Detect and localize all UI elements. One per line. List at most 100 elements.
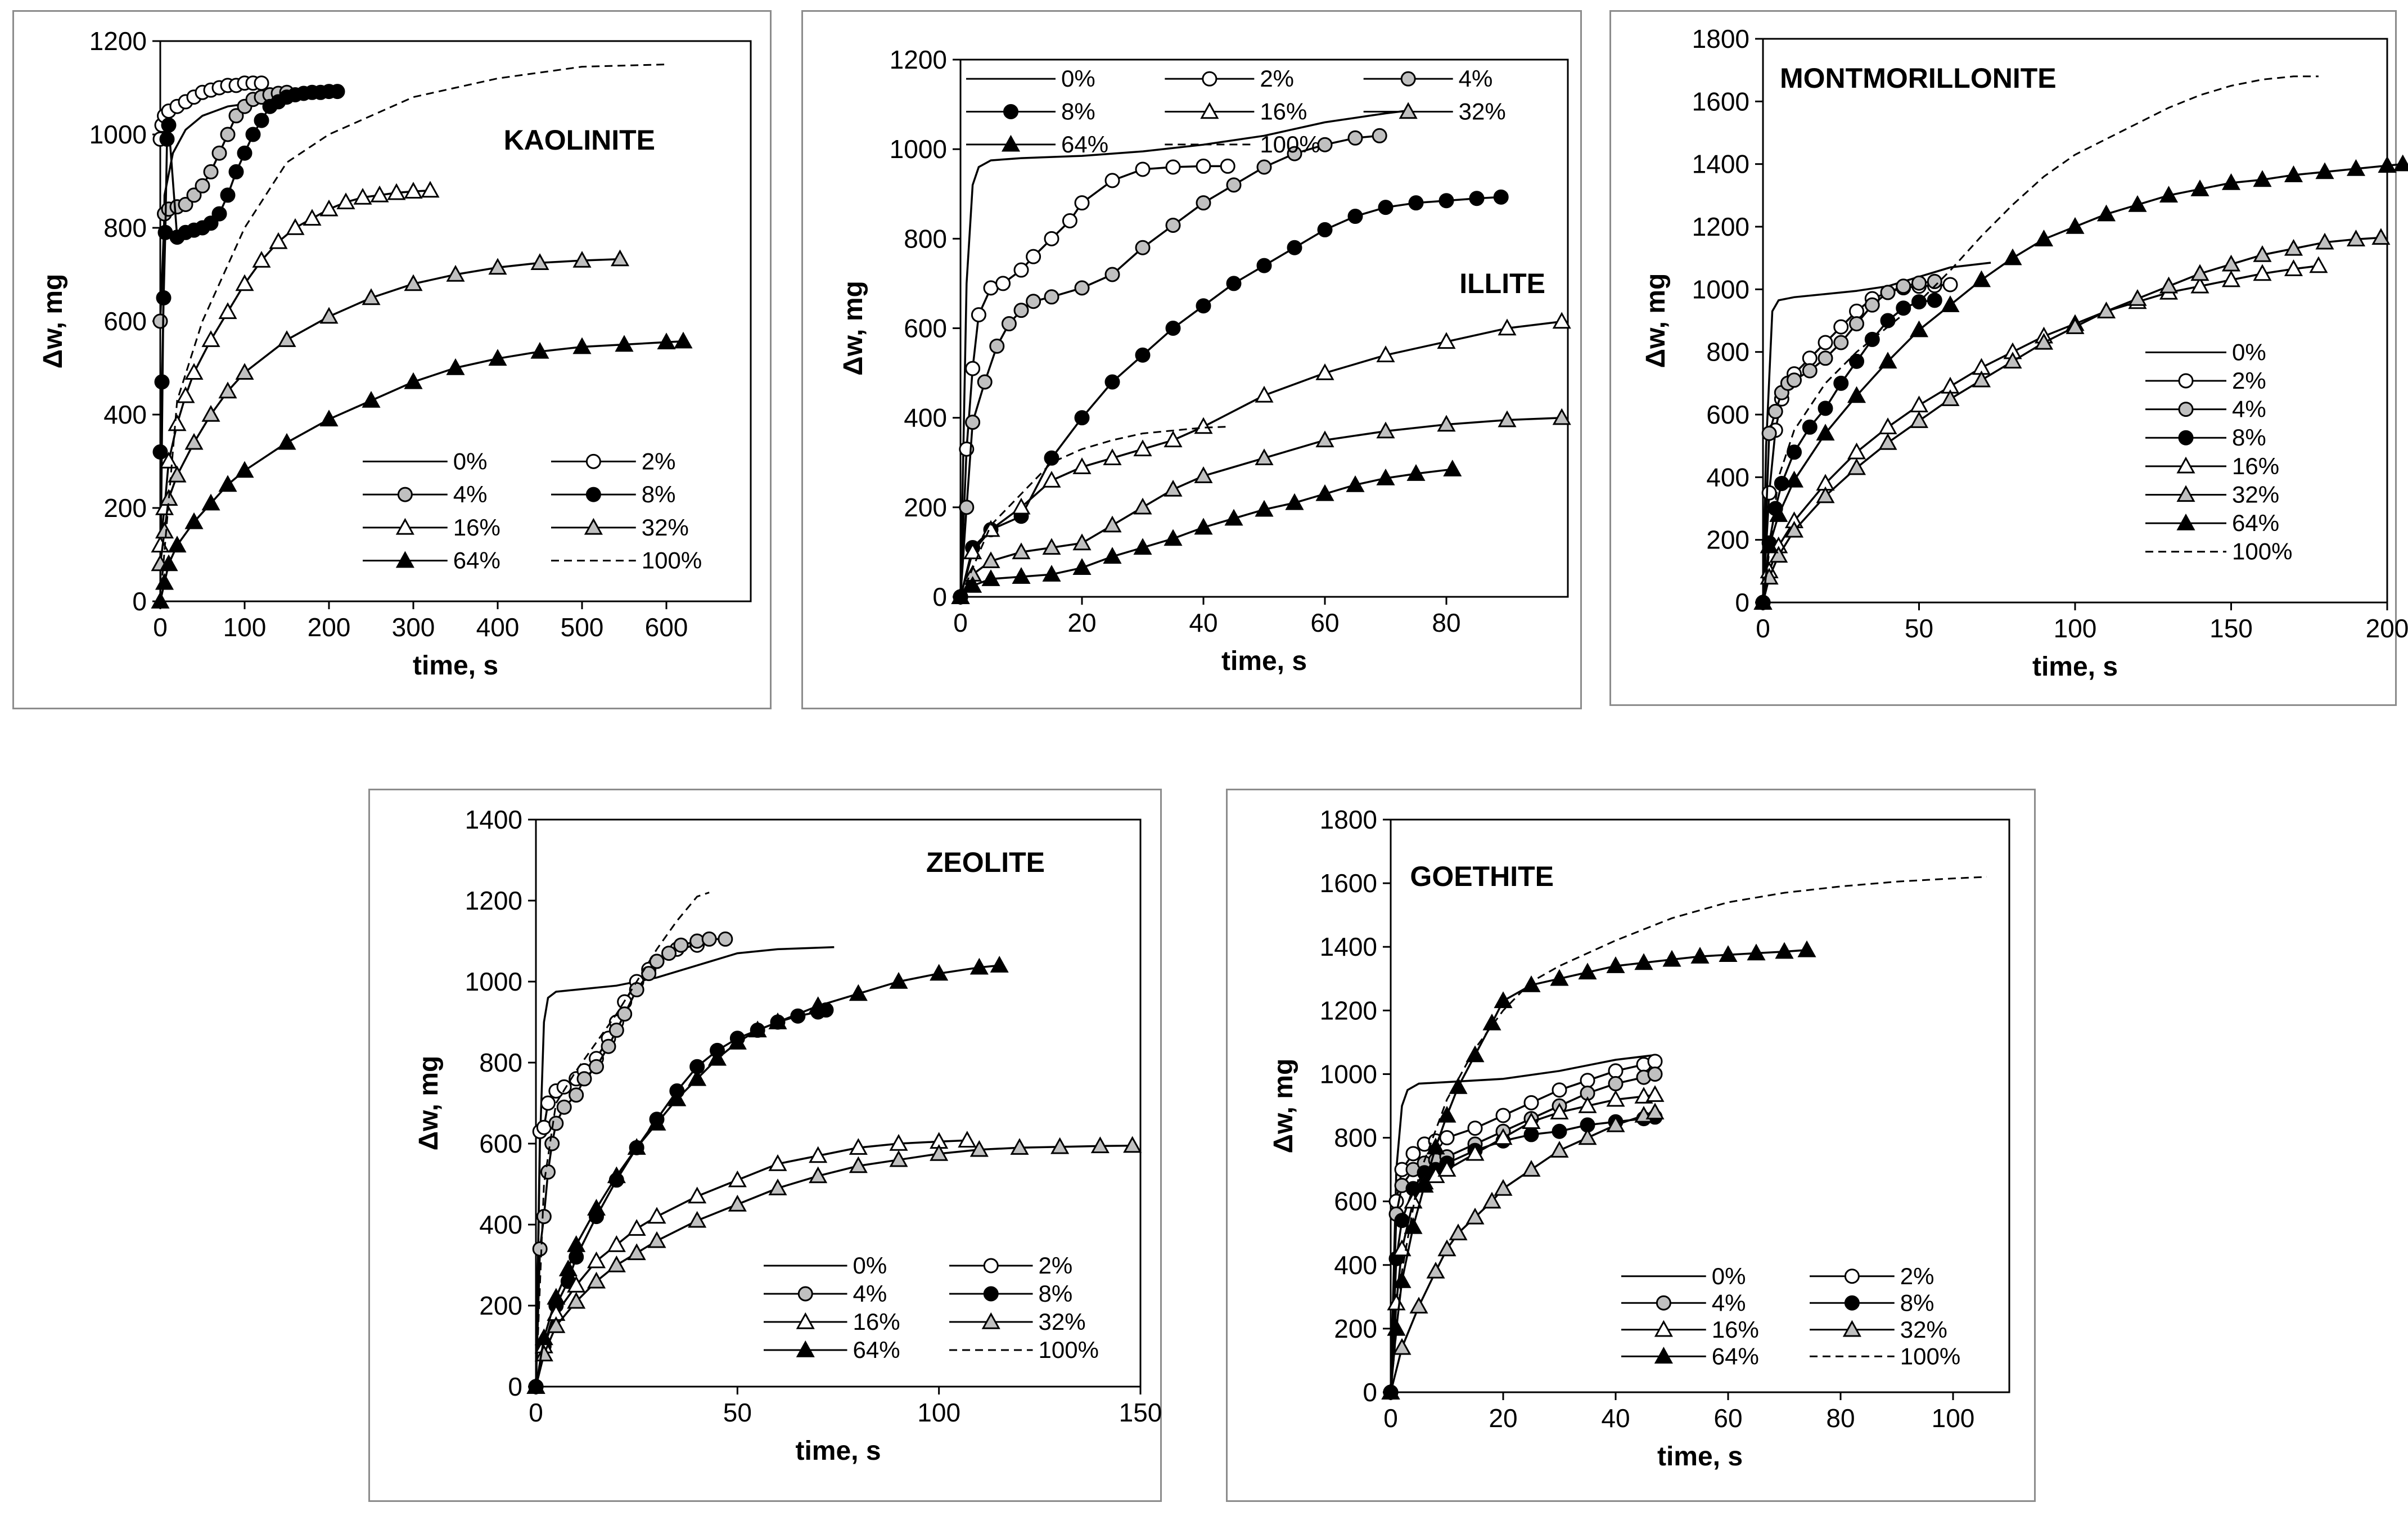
legend: 0%2%4%8%16%32%64%100%: [2145, 339, 2292, 565]
data-point: [254, 113, 269, 128]
data-point: [1196, 195, 1211, 211]
data-point: [235, 274, 254, 291]
y-tick-label: 800: [1706, 338, 1749, 367]
data-point: [1465, 1045, 1485, 1063]
data-point: [1090, 1136, 1110, 1154]
y-tick-label: 600: [103, 307, 147, 336]
data-point: [1426, 1137, 1445, 1155]
data-point: [1346, 475, 1365, 492]
data-point: [446, 264, 465, 282]
data-point: [1552, 1082, 1567, 1098]
legend-item-0pct: 0%: [966, 65, 1095, 92]
data-point: [2284, 239, 2303, 256]
data-point: [1802, 419, 1818, 435]
data-point: [1767, 403, 1783, 419]
chart-panel-montmorillonite: 0 200 400 600 800 1000 1200 1400 1600 1800 0 50 100 1…: [1609, 10, 2408, 706]
data-point: [1285, 493, 1304, 510]
data-point: [203, 164, 219, 179]
data-point: [2315, 162, 2334, 179]
data-point: [201, 330, 220, 347]
series-64pct: [951, 460, 1462, 604]
data-point: [1164, 430, 1183, 448]
x-axis-label: time, s: [1657, 1442, 1743, 1472]
data-point: [1787, 444, 1802, 460]
data-point: [184, 433, 204, 450]
series-8pct: [152, 84, 345, 460]
data-point: [969, 1140, 989, 1157]
series-line-4pct: [1762, 280, 1935, 603]
y-tick-label: 1000: [890, 134, 947, 164]
data-point: [319, 410, 339, 426]
data-point: [530, 341, 549, 359]
data-point: [254, 75, 269, 91]
data-point: [1372, 128, 1387, 143]
legend-label: 2%: [1260, 65, 1294, 92]
data-point: [1775, 942, 1794, 959]
chart-svg-goethite: 0 200 400 600 800 1000 1200 1400 1600 1800 0 20 40 60…: [1269, 805, 2010, 1472]
legend-item-2pct: 2%: [2145, 367, 2266, 394]
data-point: [1578, 1128, 1597, 1145]
data-point: [1012, 497, 1031, 515]
legend-item-4pct: 4%: [2145, 396, 2266, 422]
legend-item-16pct: 16%: [363, 514, 500, 541]
data-point: [2221, 254, 2241, 272]
series-line-16pct: [959, 320, 1562, 597]
data-point: [277, 433, 296, 450]
legend-swatch-marker: [1400, 71, 1416, 87]
legend-swatch-marker: [2178, 430, 2194, 446]
legend-swatch-marker: [1001, 134, 1021, 152]
data-point: [155, 573, 174, 590]
data-point: [1378, 200, 1394, 215]
chart-panel-goethite: 0 200 400 600 800 1000 1200 1400 1600 1800 0 20 40 60…: [1226, 789, 2036, 1502]
data-point: [421, 181, 440, 198]
data-point: [1634, 953, 1653, 970]
legend-label: 64%: [853, 1337, 900, 1363]
legend-swatch-marker: [2178, 402, 2194, 417]
data-point: [544, 1136, 560, 1151]
legend-label: 32%: [1900, 1316, 1947, 1343]
legend-label: 16%: [1260, 98, 1307, 125]
legend-swatch-marker: [1399, 102, 1418, 119]
data-point: [156, 290, 172, 305]
data-point: [1406, 464, 1426, 481]
x-tick-label: 50: [723, 1398, 752, 1427]
data-point: [277, 330, 296, 347]
data-point: [404, 182, 423, 199]
data-point: [963, 542, 982, 560]
legend-item-64pct: 64%: [363, 547, 500, 574]
series-0pct: [1390, 1054, 1656, 1393]
data-point: [1578, 962, 1597, 980]
series-64pct: [151, 331, 693, 609]
legend-swatch-marker: [2178, 373, 2194, 389]
data-point: [319, 199, 339, 217]
data-point: [330, 84, 345, 100]
data-point: [981, 569, 1000, 586]
series-2pct: [152, 75, 269, 147]
legend-swatch-marker: [397, 487, 413, 502]
legend-item-16pct: 16%: [764, 1308, 900, 1335]
data-point: [627, 1219, 646, 1236]
data-point: [1287, 240, 1302, 255]
legend-label: 0%: [1712, 1263, 1746, 1289]
series-line-100pct: [535, 892, 710, 1387]
y-tick-label: 600: [904, 314, 947, 343]
legend: 0%2%4%8%16%32%64%100%: [966, 65, 1506, 158]
data-point: [889, 1133, 908, 1151]
data-point: [1849, 303, 1864, 319]
data-point: [534, 1328, 553, 1346]
legend-label: 0%: [2232, 339, 2266, 365]
data-point: [1376, 469, 1395, 485]
x-tick-label: 40: [1601, 1403, 1630, 1433]
legend-swatch-marker: [1844, 1268, 1860, 1284]
legend-swatch-marker: [1200, 102, 1219, 119]
series-32pct: [151, 249, 630, 572]
legend-item-32pct: 32%: [1363, 98, 1506, 125]
data-point: [1802, 363, 1818, 379]
data-point: [1522, 975, 1541, 992]
data-point: [728, 1170, 747, 1187]
data-point: [1256, 159, 1272, 175]
data-point: [1164, 529, 1183, 546]
data-point: [362, 288, 381, 305]
x-axis-label: time, s: [795, 1436, 881, 1466]
y-tick-label: 400: [904, 403, 947, 433]
